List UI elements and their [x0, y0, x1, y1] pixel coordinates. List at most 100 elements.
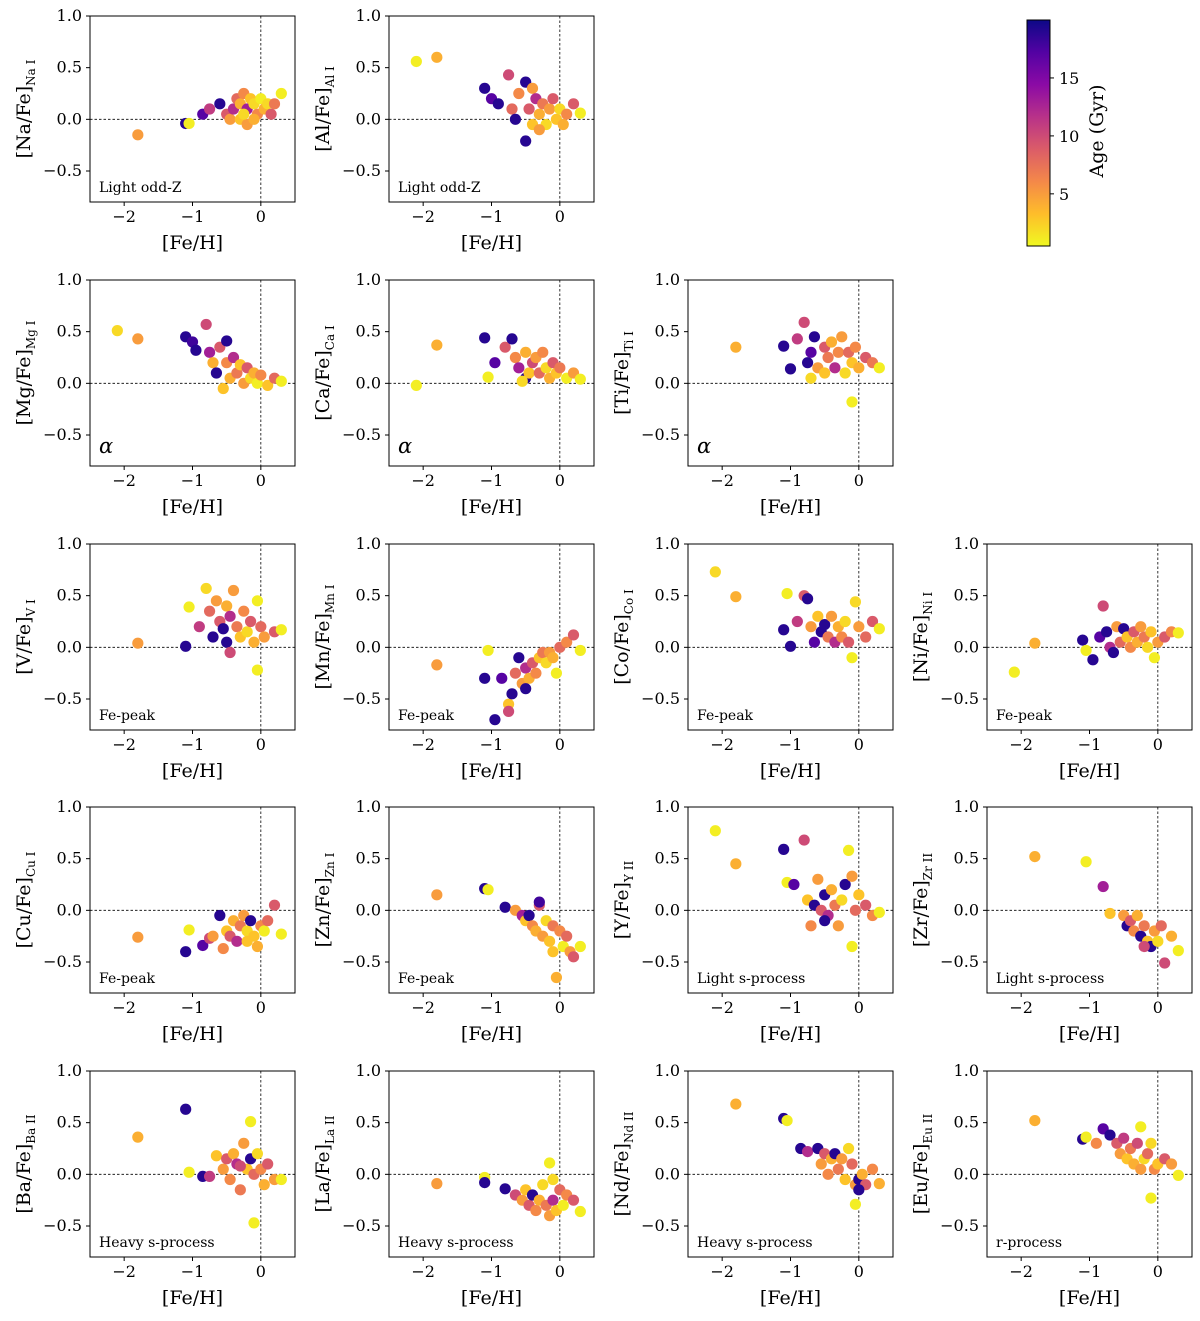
data-point [227, 351, 240, 364]
y-label-subscript: La II [323, 1115, 337, 1144]
data-point [431, 659, 443, 671]
x-tick-label: −2 [112, 1262, 136, 1281]
data-point [262, 1158, 274, 1170]
data-point [132, 931, 144, 943]
y-label-main: [Mn/Fe] [312, 613, 334, 689]
y-label-main: [Al/Fe] [312, 87, 334, 151]
x-axis-label: [Fe/H] [461, 1287, 522, 1309]
x-tick-label: 0 [854, 998, 864, 1017]
panel-nd: −2 −1 0 1.0 0.5 0.0 −0.5 [Fe/H] [Nd/Fe]Nd II Heav… [611, 1061, 894, 1309]
data-point [479, 672, 491, 684]
data-point [258, 1179, 270, 1191]
data-point [410, 379, 422, 391]
x-axis-label: [Fe/H] [760, 1287, 821, 1309]
data-point [1135, 1121, 1147, 1133]
panel-ca: −2 −1 0 1.0 0.5 0.0 −0.5 [Fe/H] [Ca/Fe]Ca I α [312, 270, 595, 518]
y-label-main: [Zr/Fe] [910, 880, 932, 947]
data-point [502, 69, 515, 81]
x-tick-label: 0 [256, 207, 266, 226]
data-point [132, 1131, 144, 1143]
data-point [265, 108, 277, 120]
y-tick-label: 1.0 [57, 534, 82, 553]
data-point [132, 333, 144, 345]
y-axis-label: [Ba/Fe]Ba II [13, 1114, 38, 1213]
y-tick-label: 0.0 [954, 1164, 979, 1183]
y-label-subscript: Na I [24, 59, 38, 85]
y-axis-label: [Zr/Fe]Zr II [910, 853, 935, 948]
data-point [730, 341, 742, 353]
data-point [812, 610, 824, 622]
data-point [1145, 1137, 1157, 1149]
x-tick-label: −1 [779, 471, 803, 490]
data-point [227, 1148, 240, 1160]
x-axis-label: [Fe/H] [461, 496, 522, 518]
panel-v: −2 −1 0 1.0 0.5 0.0 −0.5 [Fe/H] [V/Fe]V I Fe-peak [13, 534, 296, 782]
y-label-main: [Zn/Fe] [312, 877, 334, 947]
data-point [520, 135, 532, 147]
y-tick-label: −0.5 [43, 689, 82, 708]
axes-frame [388, 1070, 595, 1258]
data-point [431, 51, 443, 63]
x-axis-label: [Fe/H] [1059, 1023, 1120, 1045]
data-point [238, 108, 250, 120]
y-axis-label: [Ca/Fe]Ca I [312, 325, 337, 421]
data-point [801, 593, 814, 605]
x-axis-label: [Fe/H] [461, 232, 522, 254]
data-point [557, 118, 569, 131]
data-point [554, 362, 566, 374]
x-tick-label: −1 [181, 1262, 205, 1281]
data-point [244, 1116, 257, 1128]
data-point [217, 382, 229, 395]
data-point [873, 362, 885, 374]
x-tick-label: −2 [411, 1262, 435, 1281]
data-point [1155, 920, 1167, 932]
data-point [1152, 935, 1164, 947]
y-tick-label: 0.5 [655, 849, 680, 868]
x-tick-label: −2 [112, 471, 136, 490]
y-tick-label: 1.0 [954, 797, 979, 816]
data-point [262, 379, 274, 391]
panel-mg: −2 −1 0 1.0 0.5 0.0 −0.5 [Fe/H] [Mg/Fe]Mg I α [13, 270, 296, 518]
data-point [431, 889, 443, 901]
y-label-subscript: Al I [323, 66, 337, 88]
y-tick-label: −0.5 [641, 425, 680, 444]
y-axis-label: [Nd/Fe]Nd II [611, 1111, 636, 1216]
data-point [836, 331, 848, 343]
x-tick-label: 0 [854, 735, 864, 754]
data-point [214, 909, 226, 922]
y-tick-label: 0.0 [655, 637, 680, 656]
y-tick-label: −0.5 [342, 952, 381, 971]
y-label-main: [Ni/Fe] [910, 615, 932, 682]
data-point [557, 1199, 569, 1211]
colorbar-gradient [1026, 19, 1051, 247]
x-tick-label: −1 [181, 471, 205, 490]
group-label: Heavy s-process [697, 1235, 813, 1251]
panel-mn: −2 −1 0 1.0 0.5 0.0 −0.5 [Fe/H] [Mn/Fe]Mn I Fe-pe… [312, 534, 595, 782]
data-point [210, 367, 223, 379]
data-point [1141, 641, 1154, 653]
data-point [860, 899, 872, 911]
x-tick-label: 0 [555, 1262, 565, 1281]
data-point [1138, 920, 1150, 932]
data-point [479, 1177, 491, 1189]
data-point [1107, 646, 1120, 659]
y-axis-label: [La/Fe]La II [312, 1115, 337, 1212]
data-point [180, 946, 192, 958]
data-point [836, 1153, 848, 1165]
data-point [567, 951, 580, 963]
y-tick-label: 0.0 [57, 637, 82, 656]
data-point [431, 339, 443, 351]
x-tick-label: −1 [480, 735, 504, 754]
data-point [543, 935, 556, 947]
x-tick-label: 0 [555, 998, 565, 1017]
y-tick-label: 1.0 [356, 534, 381, 553]
y-tick-label: −0.5 [342, 689, 381, 708]
data-point [784, 363, 797, 375]
data-point [730, 591, 742, 603]
data-point [132, 637, 144, 649]
x-tick-label: 0 [1153, 1262, 1163, 1281]
data-point [808, 331, 821, 343]
data-point [224, 646, 236, 659]
data-point [513, 652, 525, 664]
data-point [509, 351, 522, 364]
